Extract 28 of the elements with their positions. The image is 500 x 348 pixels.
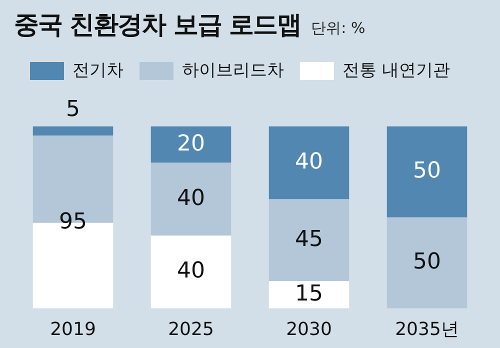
x-tick-label: 2030 [286,318,332,340]
bar [386,217,468,308]
data-label: 40 [177,186,205,211]
legend-label: 하이브리드차 [182,60,284,80]
data-label: 15 [295,281,323,306]
data-label: 40 [295,150,323,175]
data-label: 45 [295,226,323,252]
bar [32,126,114,136]
bar [150,236,232,308]
bar [150,126,232,163]
data-label: 5 [66,97,80,122]
annotation: 95 [59,210,87,235]
legend-label: 전기차 [72,60,124,80]
x-tick-label: 2025 [168,318,214,340]
data-label: 50 [413,250,441,275]
chart-subtitle: 단위: % [311,19,366,37]
x-tick-label: 2035년 [395,318,459,340]
chart-title: 중국 친환경차 보급 로드맵 [14,10,302,39]
bar [268,199,350,282]
data-label: 50 [413,158,441,184]
bar [150,162,232,236]
data-label: 20 [177,131,205,156]
legend-label: 전통 내연기관 [342,60,450,80]
data-label: 40 [177,258,205,284]
x-tick-label: 2019 [50,318,96,340]
bar [268,126,350,200]
bar [268,281,350,308]
bar [386,126,468,218]
